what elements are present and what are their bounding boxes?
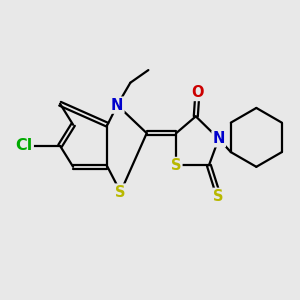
Text: S: S — [171, 158, 181, 173]
Text: N: N — [111, 98, 124, 112]
Text: S: S — [214, 189, 224, 204]
Text: S: S — [115, 184, 126, 200]
Text: Cl: Cl — [15, 138, 33, 153]
Text: N: N — [212, 131, 225, 146]
Text: O: O — [191, 85, 204, 100]
